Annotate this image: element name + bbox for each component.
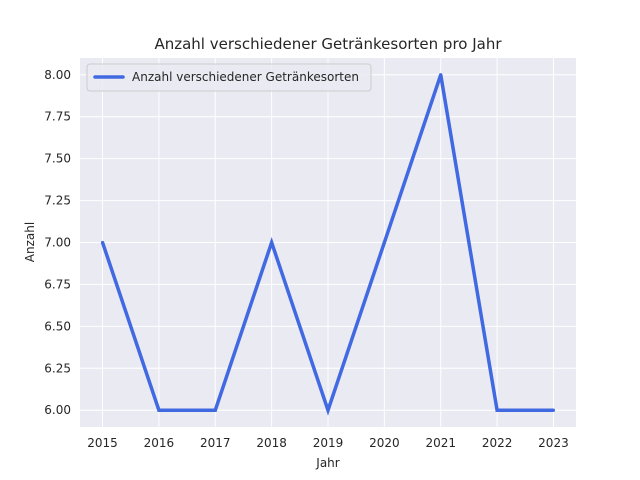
y-tick-label: 6.75 [44,277,71,291]
y-tick-label: 7.00 [44,236,71,250]
data-point [551,408,556,412]
x-tick-labels: 2015 2016 2017 2018 2019 2020 2021 2022 2023 [87,436,568,450]
y-tick-label: 7.75 [44,110,71,124]
y-axis-label: Anzahl [23,222,37,262]
x-tick-label: 2019 [313,436,344,450]
x-tick-label: 2018 [256,436,287,450]
x-tick-label: 2015 [87,436,118,450]
data-point [326,408,330,412]
x-tick-label: 2016 [144,436,175,450]
x-axis-label: Jahr [315,456,339,470]
x-tick-label: 2023 [538,436,569,450]
y-tick-label: 8.00 [44,68,71,82]
data-point [495,408,499,412]
y-tick-label: 6.50 [44,319,71,333]
x-tick-label: 2022 [482,436,513,450]
y-tick-label: 6.00 [44,403,71,417]
y-tick-label: 7.25 [44,194,71,208]
y-tick-label: 6.25 [44,361,71,375]
legend: Anzahl verschiedener Getränkesorten [86,63,372,92]
data-point [382,240,386,245]
data-point [157,408,161,412]
data-point [270,240,274,245]
x-tick-label: 2020 [369,436,400,450]
data-point [100,240,105,245]
series-layer [100,73,556,416]
x-tick-label: 2017 [200,436,231,450]
y-tick-label: 7.50 [44,152,71,166]
data-point [439,73,443,77]
legend-box [86,63,372,92]
data-point [213,408,217,412]
chart-title: Anzahl verschiedener Getränkesorten pro … [154,35,502,53]
legend-label: Anzahl verschiedener Getränkesorten [132,70,359,84]
x-tick-label: 2021 [425,436,456,450]
y-tick-labels: 6.00 6.25 6.50 6.75 7.00 7.25 7.50 7.75 8.00 [44,68,71,417]
